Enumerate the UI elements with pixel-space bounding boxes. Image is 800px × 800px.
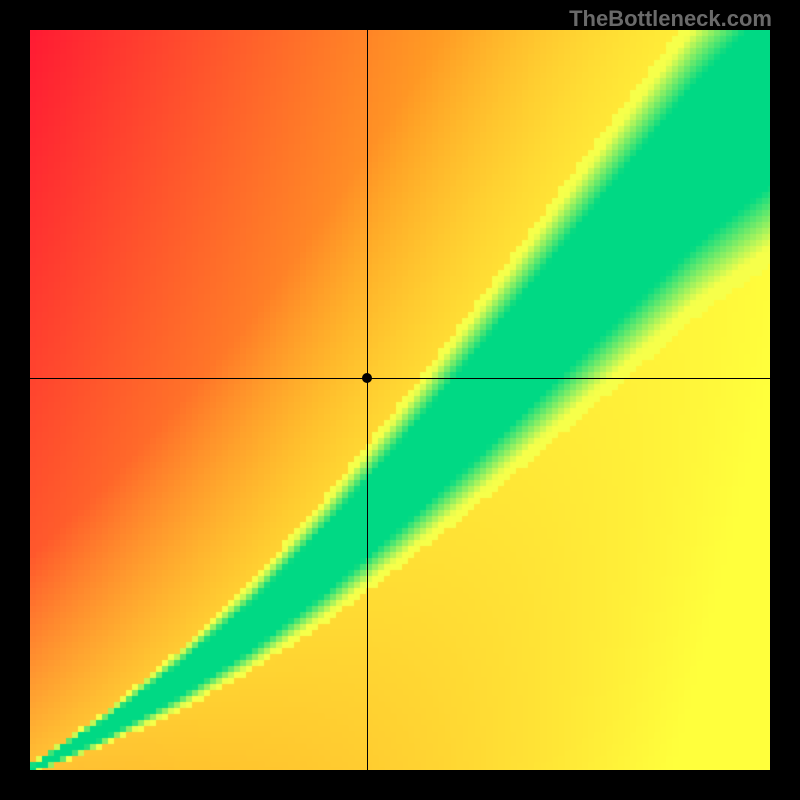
crosshair-vertical <box>367 30 368 770</box>
data-point-marker <box>362 373 372 383</box>
heatmap-canvas <box>30 30 770 770</box>
crosshair-horizontal <box>30 378 770 379</box>
chart-container: TheBottleneck.com <box>0 0 800 800</box>
watermark-text: TheBottleneck.com <box>569 6 772 32</box>
plot-area <box>30 30 770 770</box>
